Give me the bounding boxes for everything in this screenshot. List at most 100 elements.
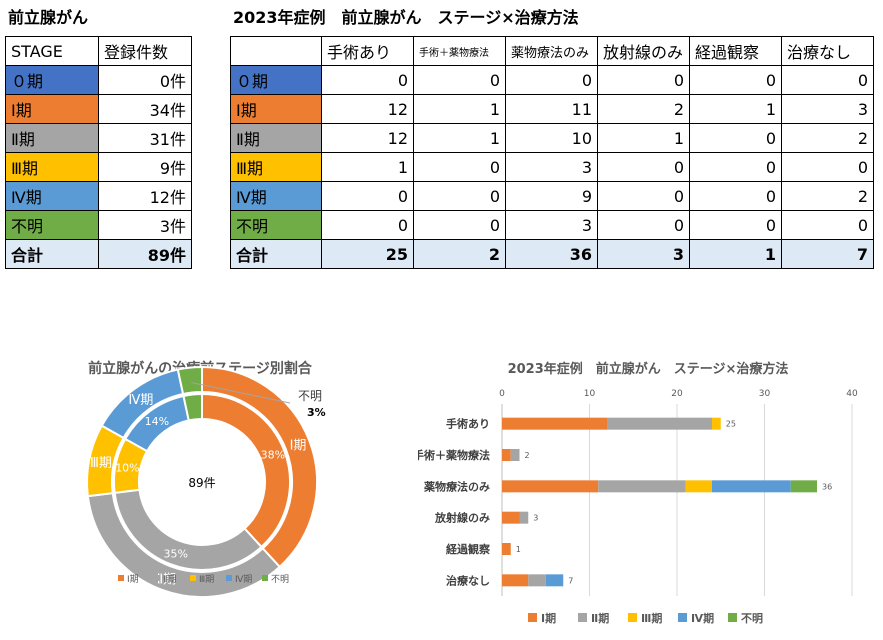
bar-total-label: 25 bbox=[726, 420, 736, 429]
stage-total-value: 89件 bbox=[98, 239, 192, 269]
treatment-row-label: Ⅱ期 bbox=[230, 123, 322, 153]
donut-outer-label: Ⅳ期 bbox=[128, 393, 153, 408]
stage-col-header: STAGE bbox=[5, 36, 99, 66]
treatment-value-cell: 0 bbox=[597, 181, 690, 211]
bar-x-tick-label: 40 bbox=[846, 389, 858, 399]
donut-legend-label: Ⅱ期 bbox=[163, 574, 176, 585]
stage-row: Ⅱ期 31件 bbox=[5, 123, 192, 153]
stage-table-title: 前立腺がん bbox=[8, 8, 89, 27]
donut-outer-label: Ⅱ期 bbox=[157, 573, 176, 588]
stage-donut-chart: 前立腺がんの治療前ステージ別割合89件38%35%10%14%不明3%Ⅰ期Ⅱ期Ⅲ… bbox=[86, 360, 326, 598]
stage-label-cell: Ⅰ期 bbox=[5, 94, 99, 124]
treatment-value-cell: 0 bbox=[689, 123, 782, 153]
bar-segment bbox=[528, 574, 546, 587]
bar-legend-swatch bbox=[578, 613, 587, 622]
bar-segment bbox=[510, 449, 520, 461]
bar-segment bbox=[502, 574, 529, 587]
bar-title: 2023年症例 前立腺がん ステージ×治療方法 bbox=[508, 361, 789, 377]
treatment-value-cell: 0 bbox=[781, 152, 874, 182]
donut-percent-label: 10% bbox=[115, 461, 139, 474]
treatment-value-cell: 0 bbox=[413, 65, 506, 95]
bar-segment bbox=[502, 417, 607, 430]
bar-legend-swatch bbox=[728, 613, 737, 622]
stage-count-cell: 3件 bbox=[98, 210, 192, 240]
stage-table-header-row: STAGE 登録件数 bbox=[5, 36, 192, 66]
bar-segment bbox=[519, 511, 529, 524]
stage-label-cell: Ⅲ期 bbox=[5, 152, 99, 182]
bar-legend-label: 不明 bbox=[741, 612, 763, 625]
treatment-value-cell: 1 bbox=[413, 94, 506, 124]
treatment-table: 手術あり 手術＋薬物療法 薬物療法のみ 放射線のみ 経過観察 治療なし ０期 0 0 0 0 0 0 Ⅰ… bbox=[230, 36, 874, 269]
treatment-value-cell: 0 bbox=[321, 210, 414, 240]
bar-segment bbox=[545, 574, 564, 587]
treatment-value-cell: 1 bbox=[689, 94, 782, 124]
treatment-total-value: 1 bbox=[689, 239, 782, 269]
donut-center-label: 89件 bbox=[188, 476, 215, 490]
count-col-header: 登録件数 bbox=[98, 36, 192, 66]
bar-legend-label: Ⅳ期 bbox=[691, 611, 714, 625]
bar-segment bbox=[502, 511, 520, 524]
bar-category-label: 手術あり bbox=[446, 417, 490, 431]
donut-legend-swatch bbox=[154, 575, 160, 581]
donut-legend-label: Ⅲ期 bbox=[199, 574, 214, 585]
donut-outer-label: Ⅰ期 bbox=[290, 439, 307, 454]
treatment-value-cell: 0 bbox=[597, 210, 690, 240]
bar-x-tick-label: 10 bbox=[584, 389, 596, 399]
bar-segment bbox=[712, 480, 791, 493]
treatment-value-cell: 3 bbox=[781, 94, 874, 124]
bar-total-label: 1 bbox=[516, 545, 521, 554]
treatment-value-cell: 0 bbox=[689, 65, 782, 95]
stage-total-row: 合計 89件 bbox=[5, 239, 192, 269]
treatment-value-cell: 11 bbox=[505, 94, 598, 124]
bar-legend-swatch bbox=[528, 613, 537, 622]
bar-category-label: 経過観察 bbox=[446, 542, 491, 556]
treatment-value-cell: 10 bbox=[505, 123, 598, 153]
bar-x-tick-label: 0 bbox=[499, 389, 505, 399]
bar-segment bbox=[712, 417, 721, 430]
treatment-value-cell: 0 bbox=[413, 181, 506, 211]
treatment-col-header: 薬物療法のみ bbox=[505, 36, 598, 66]
treatment-value-cell: 0 bbox=[505, 65, 598, 95]
donut-inner-slice bbox=[201, 392, 291, 549]
treatment-value-cell: 0 bbox=[413, 210, 506, 240]
treatment-value-cell: 0 bbox=[781, 65, 874, 95]
treatment-stacked-bar-chart: 2023年症例 前立腺がん ステージ×治療方法 0 10 20 30 40 手術あり 25 手術… bbox=[418, 361, 858, 625]
donut-leader-line bbox=[191, 382, 291, 404]
stage-count-cell: 9件 bbox=[98, 152, 192, 182]
stage-count-cell: 0件 bbox=[98, 65, 192, 95]
treatment-value-cell: 2 bbox=[781, 123, 874, 153]
treatment-value-cell: 3 bbox=[505, 210, 598, 240]
donut-inner-slice bbox=[182, 392, 203, 422]
donut-percent-label: 38% bbox=[261, 448, 285, 461]
donut-legend-label: Ⅰ期 bbox=[127, 574, 139, 585]
treatment-col-header: 手術あり bbox=[321, 36, 414, 66]
treatment-value-cell: 0 bbox=[597, 65, 690, 95]
stage-row: 不明 3件 bbox=[5, 210, 192, 240]
treatment-value-cell: 2 bbox=[781, 181, 874, 211]
treatment-total-row: 合計 25 2 36 3 1 7 bbox=[230, 239, 874, 269]
stage-count-cell: 31件 bbox=[98, 123, 192, 153]
bar-category-label: 手術＋薬物療法 bbox=[418, 448, 490, 462]
donut-legend-label: 不明 bbox=[271, 574, 289, 585]
treatment-value-cell: 1 bbox=[413, 123, 506, 153]
treatment-row: ０期 0 0 0 0 0 0 bbox=[230, 65, 874, 95]
treatment-value-cell: 0 bbox=[413, 152, 506, 182]
treatment-value-cell: 1 bbox=[597, 123, 690, 153]
donut-legend-swatch bbox=[190, 575, 196, 581]
bar-total-label: 3 bbox=[533, 514, 538, 523]
treatment-row: 不明 0 0 3 0 0 0 bbox=[230, 210, 874, 240]
bar-segment bbox=[607, 417, 712, 430]
treatment-total-value: 36 bbox=[505, 239, 598, 269]
treatment-row-label: ０期 bbox=[230, 65, 322, 95]
bar-category-label: 治療なし bbox=[446, 573, 490, 587]
bar-x-tick-label: 20 bbox=[671, 389, 683, 399]
donut-percent-label: 3% bbox=[307, 406, 326, 419]
bar-total-label: 2 bbox=[525, 451, 530, 460]
donut-percent-label: 35% bbox=[164, 547, 188, 560]
stage-row: Ⅰ期 34件 bbox=[5, 94, 192, 124]
bar-segment bbox=[502, 480, 599, 493]
bar-legend-swatch bbox=[628, 613, 637, 622]
treatment-row: Ⅰ期 12 1 11 2 1 3 bbox=[230, 94, 874, 124]
treatment-row-label: Ⅰ期 bbox=[230, 94, 322, 124]
treatment-value-cell: 3 bbox=[505, 152, 598, 182]
